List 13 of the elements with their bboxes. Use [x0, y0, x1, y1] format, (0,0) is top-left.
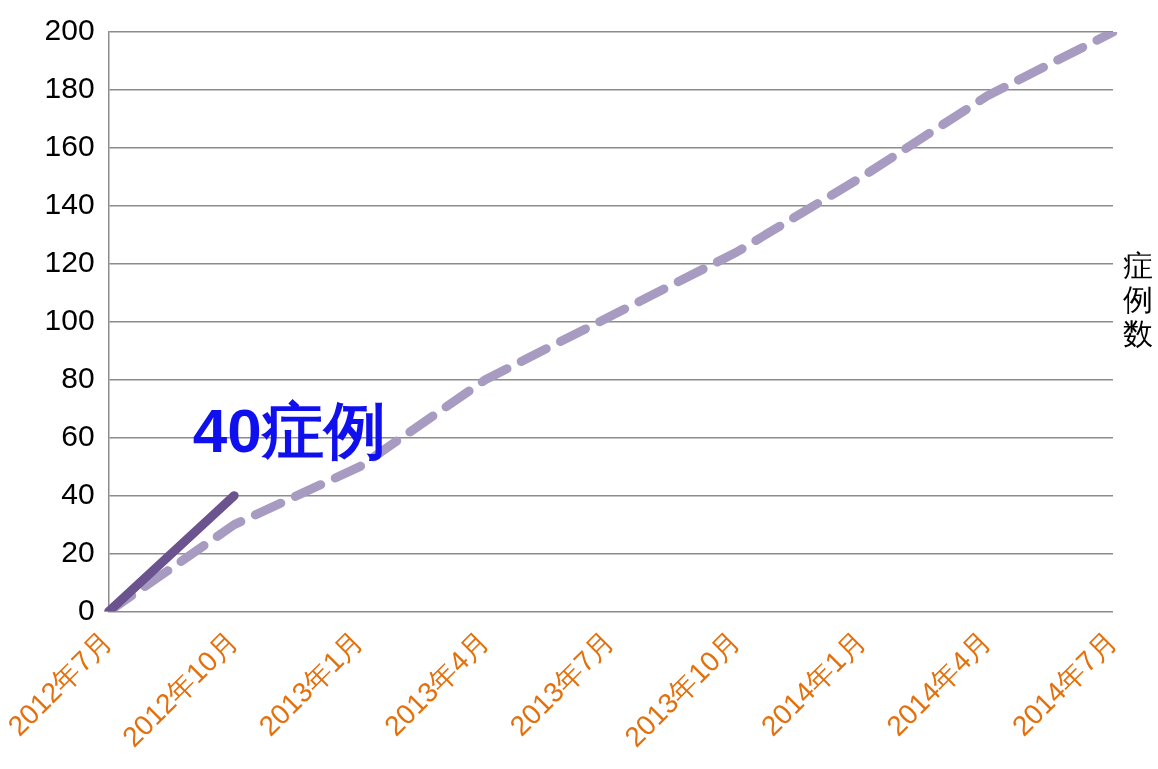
y-tick-label: 0 — [77, 592, 95, 626]
y-axis-title: 症例数 — [1123, 249, 1153, 351]
y-tick-label: 20 — [61, 534, 95, 568]
y-tick-label: 120 — [44, 245, 95, 279]
y-tick-label: 200 — [44, 13, 95, 47]
y-tick-label: 140 — [44, 187, 95, 221]
y-tick-label: 60 — [61, 418, 95, 452]
y-tick-label: 40 — [61, 476, 95, 510]
y-tick-label: 160 — [44, 129, 95, 163]
y-tick-label: 80 — [61, 361, 95, 395]
y-tick-label: 180 — [44, 71, 95, 105]
annotation: 40症例 — [192, 395, 386, 465]
y-tick-label: 100 — [44, 303, 95, 337]
